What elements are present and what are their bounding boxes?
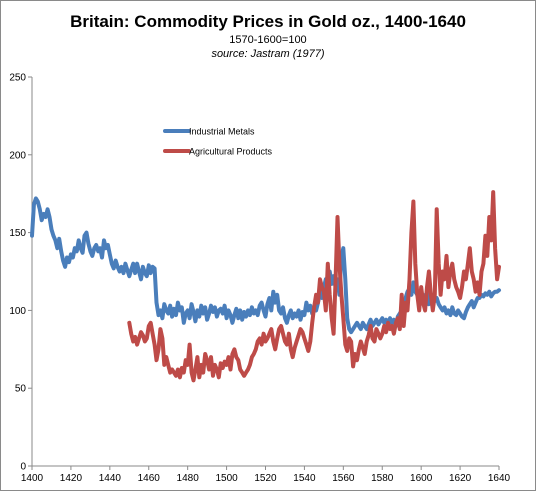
y-tick-label: 150 xyxy=(9,228,26,239)
y-tick-label: 250 xyxy=(9,73,26,84)
x-tick-label: 1580 xyxy=(371,473,394,484)
legend: Industrial Metals Agricultural Products xyxy=(163,127,273,157)
x-tick-label: 1480 xyxy=(177,473,200,484)
chart-source: source: Jastram (1977) xyxy=(211,48,325,60)
x-tick-label: 1620 xyxy=(449,473,472,484)
legend-label-industrial-metals: Industrial Metals xyxy=(189,127,255,137)
y-tick-label: 0 xyxy=(20,462,26,473)
x-tick-label: 1560 xyxy=(332,473,355,484)
legend-label-agricultural-products: Agricultural Products xyxy=(189,147,273,157)
x-axis-ticks: 1400 1420 1440 1460 1480 1500 1520 1540 1560 1580… xyxy=(21,466,511,484)
agricultural-products-series-line xyxy=(127,190,501,383)
x-tick-label: 1540 xyxy=(293,473,316,484)
chart-subtitle: 1570-1600=100 xyxy=(229,34,307,46)
x-tick-label: 1600 xyxy=(410,473,433,484)
x-tick-label: 1520 xyxy=(254,473,277,484)
x-tick-label: 1460 xyxy=(138,473,161,484)
chart-title: Britain: Commodity Prices in Gold oz., 1… xyxy=(70,12,466,31)
x-tick-label: 1640 xyxy=(488,473,511,484)
y-tick-label: 100 xyxy=(9,306,26,317)
x-tick-label: 1420 xyxy=(60,473,83,484)
y-tick-label: 200 xyxy=(9,150,26,161)
x-tick-label: 1400 xyxy=(21,473,44,484)
industrial-metals-series-line xyxy=(30,196,501,335)
y-tick-label: 50 xyxy=(15,384,27,395)
series-layer xyxy=(30,190,501,383)
x-tick-label: 1500 xyxy=(215,473,238,484)
y-axis-ticks: 0 50 100 150 200 250 xyxy=(9,73,32,473)
x-tick-label: 1440 xyxy=(99,473,122,484)
